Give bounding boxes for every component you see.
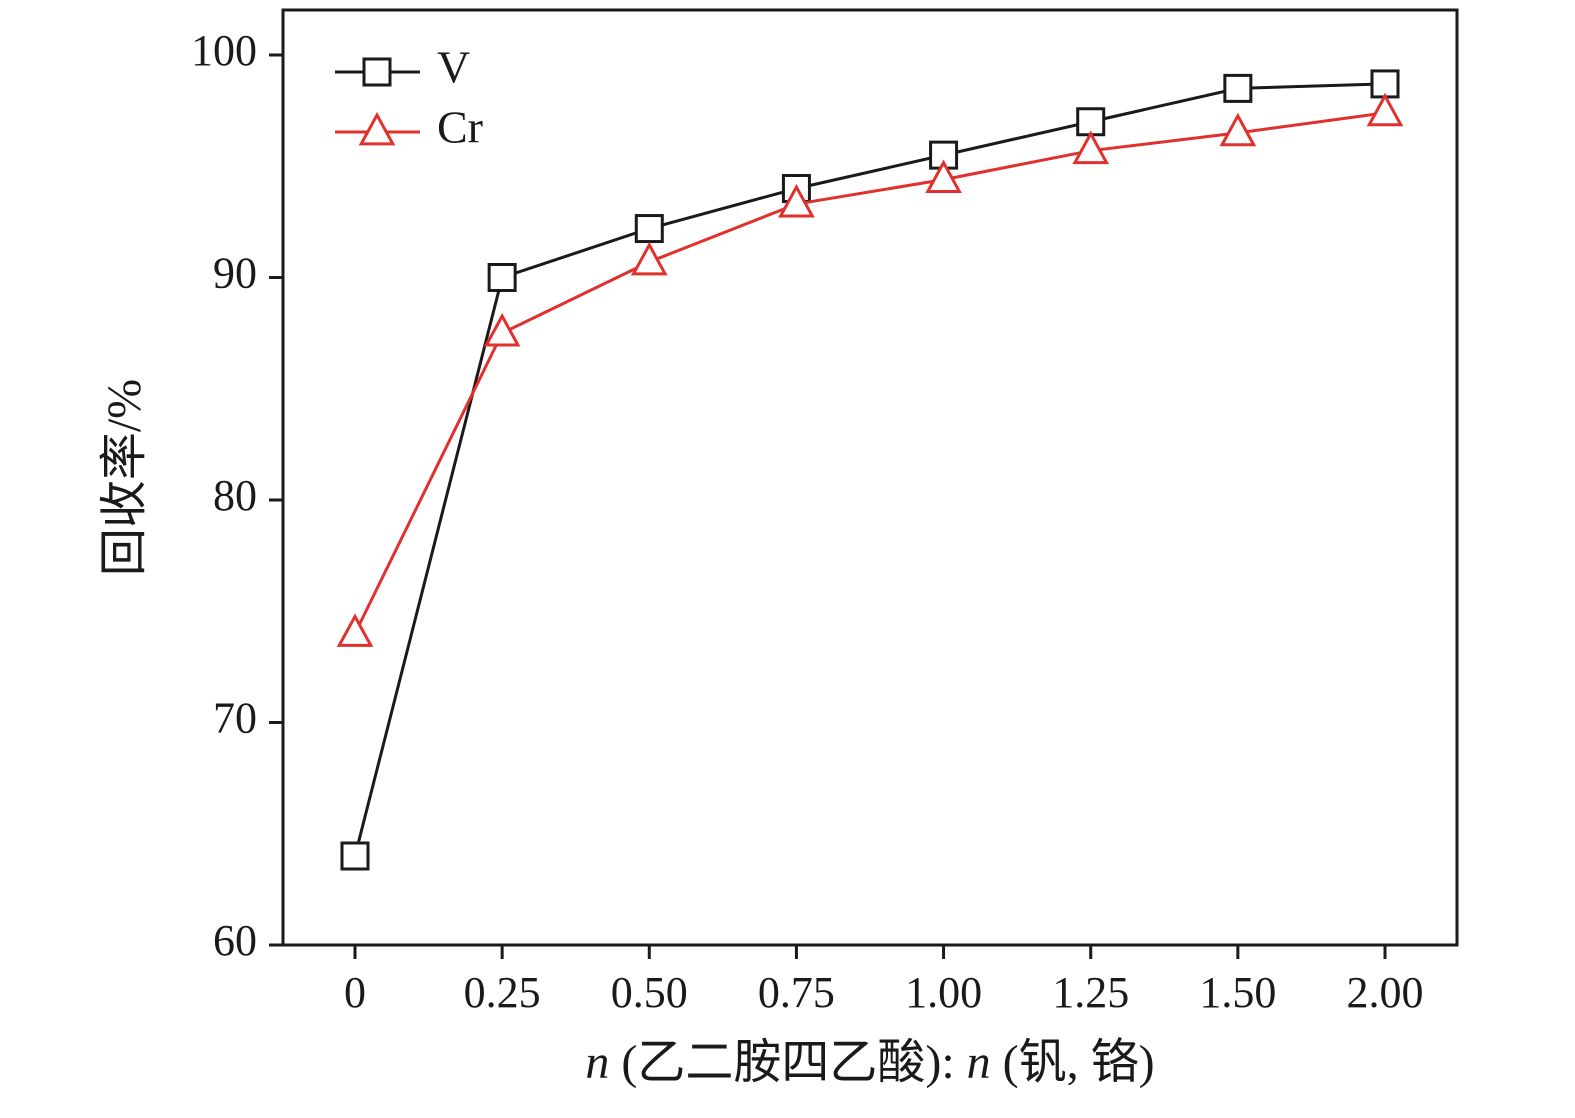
x-tick-label: 1.00	[905, 968, 982, 1017]
legend-label-Cr: Cr	[437, 102, 483, 153]
y-tick-label: 80	[213, 471, 257, 520]
x-tick-label: 0.25	[464, 968, 541, 1017]
x-axis-title: n (乙二胺四乙酸): n (钒, 铬)	[585, 1036, 1154, 1089]
marker-Cr	[1219, 112, 1257, 147]
marker-Cr	[1366, 92, 1404, 127]
y-axis: 60 70 80 90 100	[191, 26, 283, 965]
x-axis: 0 0.25 0.50 0.75 1.00 1.25 1.50 2.00	[344, 945, 1424, 1017]
marker-Cr	[1072, 130, 1110, 165]
marker-Cr	[630, 241, 668, 276]
legend-label-V: V	[437, 42, 470, 93]
y-tick-label: 70	[213, 694, 257, 743]
marker-Cr	[925, 159, 962, 193]
legend-marker-V	[362, 57, 392, 87]
y-tick-label: 100	[191, 26, 257, 75]
marker-V	[340, 841, 370, 871]
y-tick-label: 60	[213, 916, 257, 965]
marker-Cr	[336, 613, 374, 647]
x-tick-label: 1.50	[1199, 968, 1276, 1017]
legend-item-Cr: Cr	[335, 102, 483, 153]
x-tick-label: 0	[344, 968, 366, 1017]
series-Cr	[336, 92, 1404, 647]
marker-V	[634, 214, 664, 244]
y-tick-label: 90	[213, 249, 257, 298]
legend: V Cr	[335, 42, 483, 153]
x-tick-label: 0.50	[611, 968, 688, 1017]
series-line-Cr	[353, 111, 1386, 635]
marker-V	[1370, 69, 1400, 99]
marker-V	[1223, 73, 1253, 103]
series-V	[340, 69, 1400, 871]
x-tick-label: 2.00	[1347, 968, 1424, 1017]
y-axis-title: 回收率/%	[98, 379, 151, 576]
x-tick-label: 0.75	[758, 968, 835, 1017]
marker-Cr	[483, 312, 521, 347]
marker-Cr	[778, 183, 815, 218]
marker-V	[487, 263, 517, 292]
plot-border	[281, 8, 1459, 947]
series-line-V	[353, 82, 1386, 857]
legend-marker-Cr	[358, 111, 396, 146]
legend-item-V: V	[335, 42, 470, 93]
x-tick-label: 1.25	[1052, 968, 1129, 1017]
